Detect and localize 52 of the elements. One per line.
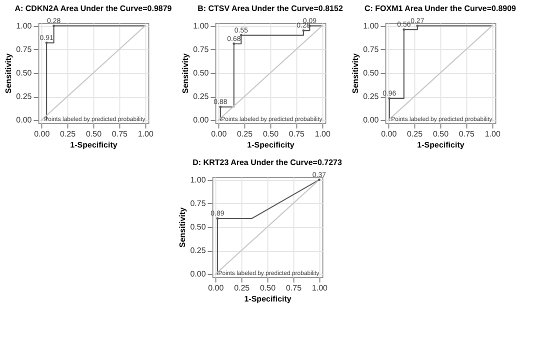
y-tick-label: 0.25 bbox=[190, 246, 206, 256]
chart-title: D: KRT23 Area Under the Curve=0.7273 bbox=[192, 158, 342, 167]
x-tick-label: 1.00 bbox=[314, 130, 331, 138]
x-tick-label: 0.75 bbox=[288, 130, 306, 138]
chart-title: A: CDKN2A Area Under the Curve=0.9879 bbox=[14, 4, 172, 13]
x-tick-label: 1.00 bbox=[484, 130, 501, 138]
y-tick-label: 1.00 bbox=[193, 21, 210, 30]
y-axis-title: Sensitivity bbox=[351, 52, 360, 94]
x-axis-title: 1-Specificity bbox=[417, 140, 465, 150]
y-tick-label: 0.25 bbox=[193, 92, 210, 102]
y-tick-label: 0.00 bbox=[193, 116, 210, 125]
x-axis-title: 1-Specificity bbox=[244, 294, 292, 304]
x-tick-label: 0.50 bbox=[260, 284, 276, 292]
y-tick-label: 0.50 bbox=[16, 68, 32, 78]
x-axis-title: 1-Specificity bbox=[70, 140, 118, 150]
y-tick-label: 0.75 bbox=[16, 44, 32, 54]
x-tick-label: 0.00 bbox=[211, 130, 228, 138]
y-tick-label: 0.25 bbox=[16, 92, 32, 102]
chart-title: B: CTSV Area Under the Curve=0.8152 bbox=[198, 4, 344, 13]
y-tick-label: 0.50 bbox=[193, 68, 210, 78]
x-tick-label: 0.25 bbox=[237, 130, 254, 138]
x-tick-label: 0.25 bbox=[234, 284, 250, 292]
y-axis-title: Sensitivity bbox=[4, 52, 14, 94]
y-tick-label: 1.00 bbox=[363, 21, 380, 30]
y-tick-label: 0.75 bbox=[193, 44, 210, 54]
x-tick-label: 0.00 bbox=[208, 284, 224, 292]
y-axis-title: Sensitivity bbox=[181, 52, 190, 94]
x-tick-label: 1.00 bbox=[138, 130, 154, 138]
x-tick-label: 0.50 bbox=[432, 130, 450, 138]
y-axis-title: Sensitivity bbox=[178, 206, 188, 248]
y-tick-label: 0.50 bbox=[363, 68, 380, 78]
x-tick-label: 0.75 bbox=[286, 284, 302, 292]
y-tick-label: 0.50 bbox=[190, 222, 206, 232]
x-tick-label: 0.00 bbox=[34, 130, 50, 138]
x-tick-label: 0.00 bbox=[381, 130, 398, 138]
x-tick-label: 1.00 bbox=[312, 284, 328, 292]
x-tick-label: 0.25 bbox=[60, 130, 76, 138]
chart-title: C: FOXM1 Area Under the Curve=0.8909 bbox=[364, 4, 517, 13]
y-tick-label: 1.00 bbox=[16, 21, 32, 30]
x-axis-title: 1-Specificity bbox=[247, 140, 295, 150]
y-tick-label: 0.75 bbox=[363, 44, 380, 54]
x-tick-label: 0.75 bbox=[458, 130, 476, 138]
y-tick-label: 0.25 bbox=[363, 92, 380, 102]
x-tick-label: 0.25 bbox=[407, 130, 424, 138]
y-tick-label: 0.00 bbox=[16, 116, 32, 125]
y-tick-label: 0.75 bbox=[190, 198, 206, 208]
y-tick-label: 1.00 bbox=[190, 175, 206, 184]
x-tick-label: 0.75 bbox=[112, 130, 128, 138]
y-tick-label: 0.00 bbox=[363, 116, 380, 125]
x-tick-label: 0.50 bbox=[262, 130, 280, 138]
x-tick-label: 0.50 bbox=[86, 130, 102, 138]
y-tick-label: 0.00 bbox=[190, 270, 206, 279]
